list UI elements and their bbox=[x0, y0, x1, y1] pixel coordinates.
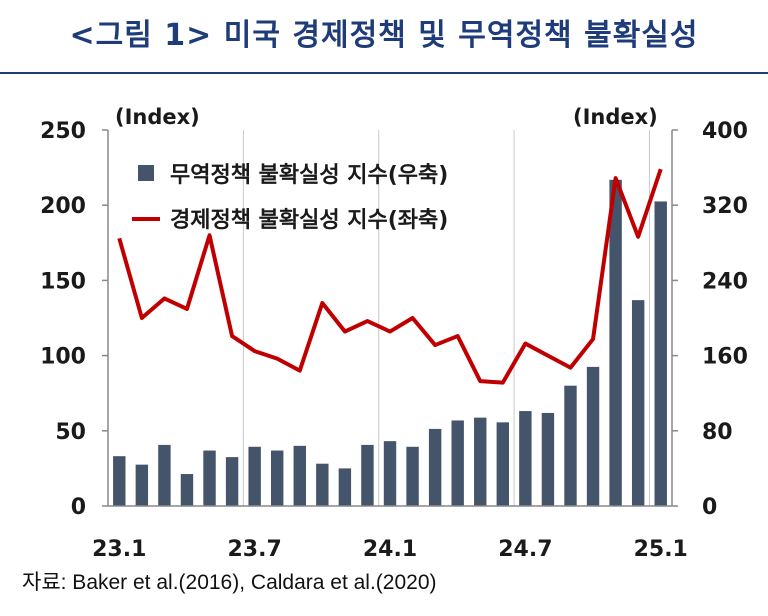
legend-bar-label: 무역정책 불확실성 지수(우축) bbox=[170, 163, 448, 188]
title-divider bbox=[0, 72, 768, 74]
bar-24.1 bbox=[383, 441, 397, 506]
x-tick-label: 25.1 bbox=[634, 537, 688, 562]
bar-24.11 bbox=[609, 179, 622, 506]
bar-24.3 bbox=[428, 428, 442, 506]
legend-line-label: 경제정책 불확실성 지수(좌축) bbox=[170, 208, 448, 233]
x-tick-label: 24.1 bbox=[363, 537, 417, 562]
bar-24.12 bbox=[631, 300, 645, 506]
bar-23.12 bbox=[361, 444, 374, 506]
line-series bbox=[117, 168, 663, 385]
right-tick-label: 160 bbox=[702, 345, 748, 370]
bar-24.7 bbox=[519, 411, 532, 506]
bar-23.2 bbox=[135, 464, 149, 506]
epu-line bbox=[117, 168, 663, 385]
bar-23.9 bbox=[293, 445, 306, 506]
left-tick-label: 200 bbox=[40, 194, 86, 219]
right-axis-unit: (Index) bbox=[573, 105, 658, 129]
x-tick-label: 23.1 bbox=[92, 537, 146, 562]
legend: 무역정책 불확실성 지수(우축) 경제정책 불확실성 지수(좌축) bbox=[132, 163, 448, 233]
bar-25.1 bbox=[654, 201, 667, 506]
legend-bar-swatch bbox=[138, 165, 154, 181]
bar-24.2 bbox=[406, 446, 419, 506]
bar-24.9 bbox=[564, 385, 577, 506]
axes bbox=[102, 129, 678, 507]
bar-23.8 bbox=[271, 450, 284, 506]
left-tick-label: 50 bbox=[55, 420, 86, 445]
bar-24.8 bbox=[541, 412, 555, 506]
bar-24.6 bbox=[496, 422, 510, 506]
bar-24.10 bbox=[586, 366, 600, 506]
bar-23.7 bbox=[248, 446, 261, 506]
source-note: 자료: Baker et al.(2016), Caldara et al.(2… bbox=[22, 571, 437, 594]
right-tick-label: 240 bbox=[702, 269, 748, 294]
right-tick-label: 400 bbox=[702, 119, 748, 144]
right-tick-label: 80 bbox=[702, 420, 733, 445]
left-tick-label: 100 bbox=[40, 345, 86, 370]
bar-23.5 bbox=[203, 450, 216, 506]
bar-23.4 bbox=[180, 474, 194, 506]
bar-24.4 bbox=[451, 420, 464, 506]
chart-title: <그림 1> 미국 경제정책 및 무역정책 불확실성 bbox=[69, 18, 699, 53]
bar-series bbox=[113, 179, 667, 506]
left-axis-unit: (Index) bbox=[115, 105, 200, 129]
bar-23.10 bbox=[316, 463, 329, 506]
tick-labels: 0 50 100 150 200 250 0 80 160 240 320 400 23.1 23.7 24… bbox=[40, 119, 748, 562]
x-tick-label: 23.7 bbox=[227, 537, 281, 562]
left-tick-label: 150 bbox=[40, 269, 86, 294]
left-tick-label: 250 bbox=[40, 119, 86, 144]
bar-23.11 bbox=[338, 468, 352, 506]
x-tick-label: 24.7 bbox=[498, 537, 552, 562]
bar-24.5 bbox=[474, 417, 487, 506]
right-tick-label: 0 bbox=[702, 495, 717, 520]
bar-23.1 bbox=[113, 456, 126, 506]
bar-23.3 bbox=[158, 444, 171, 506]
right-tick-label: 320 bbox=[702, 194, 748, 219]
left-tick-label: 0 bbox=[71, 495, 86, 520]
bar-23.6 bbox=[225, 457, 239, 506]
